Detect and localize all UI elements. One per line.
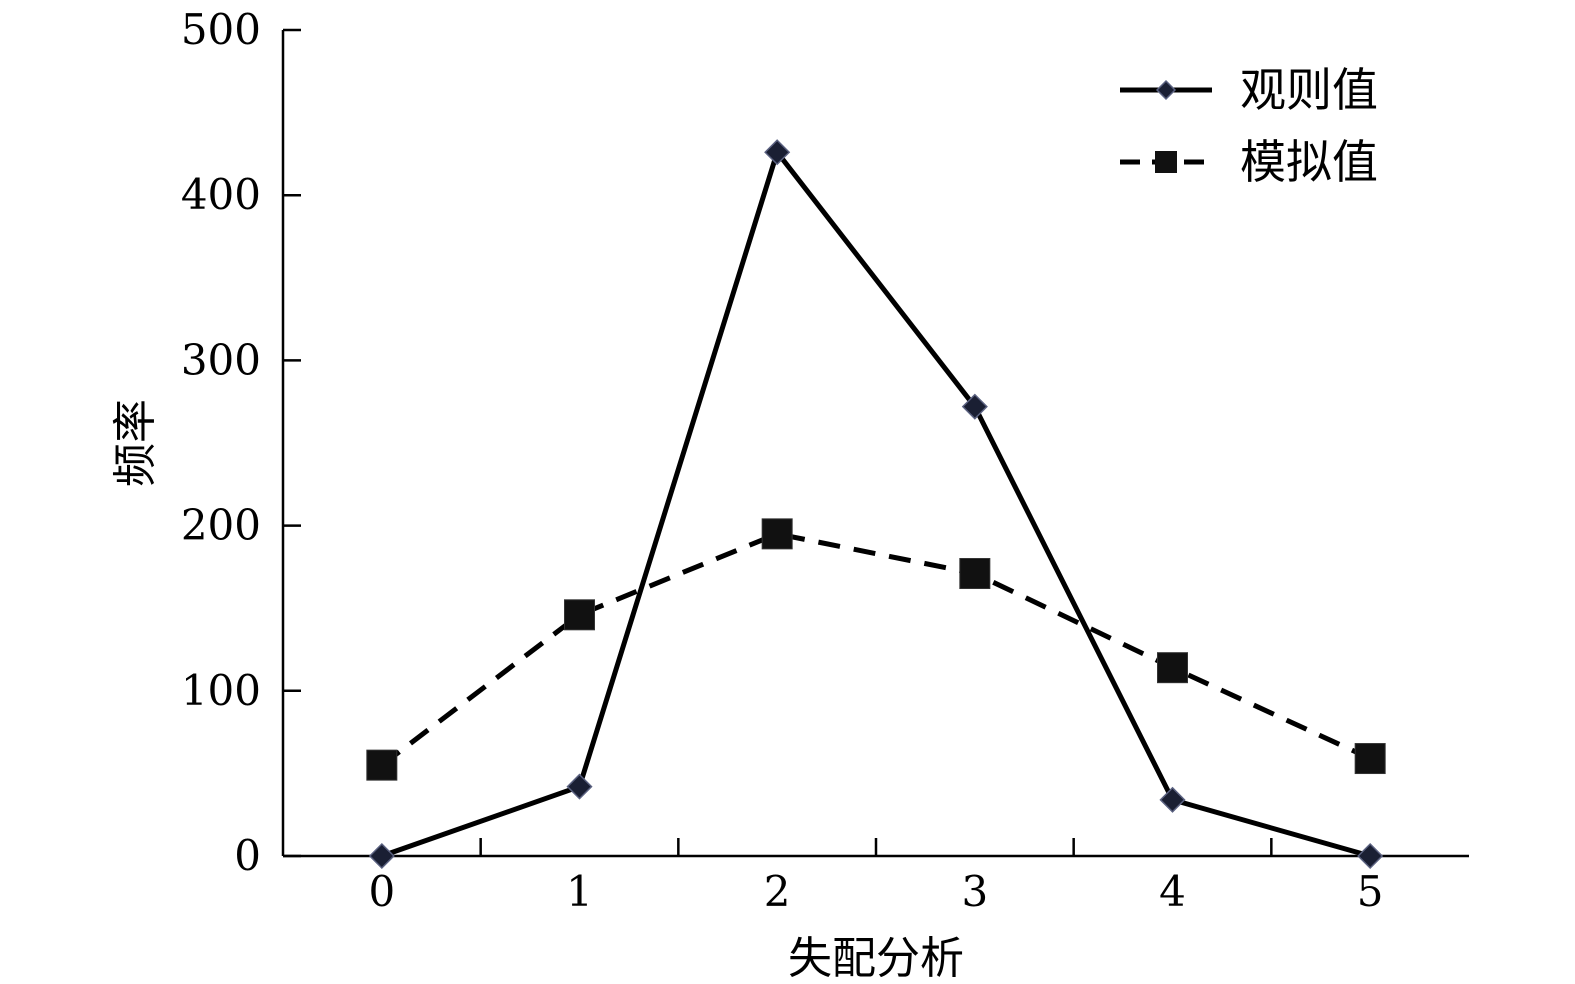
x-tick-label: 3 bbox=[961, 867, 988, 916]
legend-label-observed: 观则值 bbox=[1240, 63, 1378, 117]
data-point-simulated bbox=[1354, 743, 1386, 775]
x-tick-label: 5 bbox=[1357, 867, 1384, 916]
legend: 观则值 模拟值 bbox=[1120, 63, 1378, 189]
y-tick-label: 500 bbox=[181, 5, 261, 54]
series-line-simulated bbox=[380, 531, 1372, 768]
data-point-simulated bbox=[959, 558, 991, 590]
legend-item-simulated: 模拟值 bbox=[1120, 135, 1378, 189]
data-point-observed bbox=[1159, 786, 1186, 813]
x-tick-label: 0 bbox=[368, 867, 395, 916]
x-tick-label: 1 bbox=[566, 867, 593, 916]
legend-item-observed: 观则值 bbox=[1120, 63, 1378, 117]
x-tick-label: 4 bbox=[1159, 867, 1186, 916]
data-point-simulated bbox=[564, 599, 595, 631]
data-point-simulated bbox=[366, 749, 398, 781]
data-point-observed bbox=[566, 773, 593, 800]
legend-swatch-observed-marker bbox=[1155, 79, 1177, 101]
y-tick-label: 0 bbox=[234, 831, 261, 880]
x-ticks: 0 1 2 3 4 5 bbox=[368, 838, 1384, 916]
data-point-observed bbox=[764, 139, 791, 166]
series-layer bbox=[366, 139, 1386, 870]
y-ticks: 0 100 200 300 400 500 bbox=[181, 5, 301, 880]
data-point-observed bbox=[961, 393, 988, 420]
x-axis-label: 失配分析 bbox=[788, 933, 964, 984]
y-tick-label: 100 bbox=[181, 666, 261, 715]
data-point-observed bbox=[368, 842, 395, 870]
y-tick-label: 200 bbox=[181, 501, 261, 550]
y-tick-label: 300 bbox=[181, 335, 261, 384]
legend-swatch-simulated-marker bbox=[1155, 151, 1177, 173]
data-point-simulated bbox=[761, 518, 793, 550]
data-point-observed bbox=[1357, 842, 1384, 870]
legend-label-simulated: 模拟值 bbox=[1240, 135, 1378, 189]
y-tick-label: 400 bbox=[181, 170, 261, 219]
x-tick-label: 2 bbox=[764, 867, 791, 916]
series-line-observed bbox=[381, 146, 1371, 859]
y-axis-label: 频率 bbox=[110, 399, 161, 487]
data-point-simulated bbox=[1157, 652, 1188, 684]
